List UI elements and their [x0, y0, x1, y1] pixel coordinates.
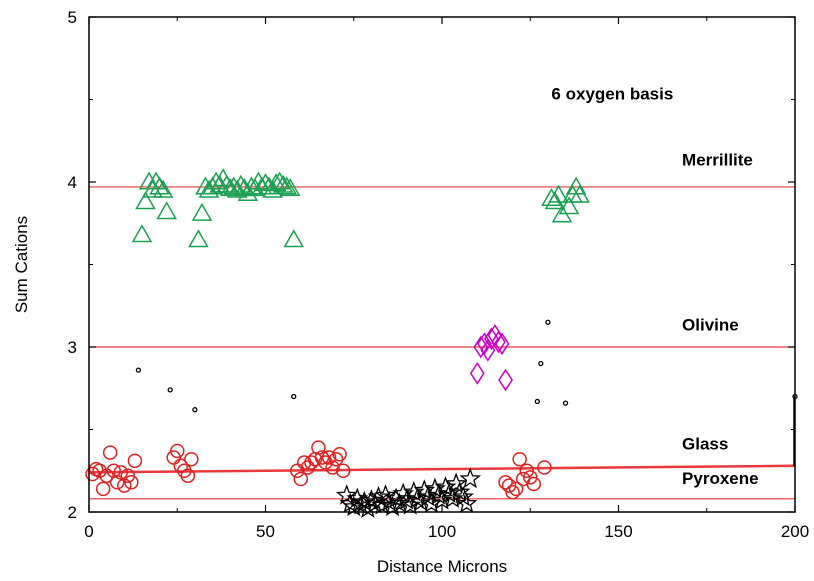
triangle-marker [276, 176, 297, 195]
circle-marker [109, 475, 125, 490]
small-circle-marker [534, 398, 540, 405]
circle-marker [102, 445, 118, 460]
y-axis-title: Sum Cations [12, 216, 31, 313]
circle-marker [325, 460, 340, 475]
triangle-marker [216, 174, 237, 193]
circle-marker [311, 440, 326, 455]
annotation-pyroxene: Pyroxene [682, 469, 759, 488]
circle-marker [95, 481, 111, 497]
circle-marker [335, 463, 351, 478]
triangle-marker [258, 176, 280, 195]
diamond-marker [494, 332, 510, 356]
circle-marker [508, 481, 524, 497]
triangle-marker [269, 171, 290, 190]
triangle-marker [558, 196, 580, 215]
diamond-marker [469, 362, 485, 385]
circle-marker [180, 468, 196, 483]
star-marker [427, 484, 450, 505]
data-marks [85, 168, 798, 518]
star-marker [381, 495, 404, 517]
circle-marker [127, 453, 143, 469]
circle-marker [124, 475, 139, 490]
x-tick-label: 0 [84, 522, 93, 541]
axis-ticks: 0 50 100 150 200 2 3 4 5 [68, 8, 810, 541]
triangle-marker [265, 173, 287, 192]
star-marker [448, 480, 471, 502]
star-marker [410, 490, 432, 512]
triangle-marker [569, 184, 590, 203]
star-marker [420, 492, 443, 513]
y-tick-label: 3 [68, 338, 77, 357]
annotation-merrillite: Merrillite [682, 151, 753, 170]
circle-marker [332, 447, 347, 462]
x-tick-label: 150 [604, 522, 632, 541]
triangle-marker [131, 224, 153, 243]
triangle-marker [279, 178, 301, 197]
star-marker [385, 487, 407, 508]
diamond-marker [491, 330, 506, 354]
small-circle-marker [167, 387, 173, 393]
triangle-marker [223, 176, 245, 195]
small-circle-marker [562, 400, 569, 406]
star-marker [395, 489, 418, 510]
star-marker [367, 485, 390, 507]
triangle-marker [205, 171, 227, 190]
triangle-marker [149, 176, 170, 195]
annotation-6-oxygen-basis: 6 oxygen basis [551, 85, 673, 104]
circle-marker [537, 460, 552, 475]
reference-line-glass [88, 464, 796, 474]
x-tick-label: 100 [428, 522, 456, 541]
star-marker [459, 467, 482, 489]
triangle-marker [188, 229, 209, 248]
triangle-marker [541, 187, 562, 206]
circle-marker [290, 463, 305, 478]
triangle-marker [230, 174, 252, 193]
annotation-glass: Glass [682, 434, 728, 453]
x-axis-title: Distance Microns [377, 557, 507, 576]
x-tick-label: 200 [781, 522, 809, 541]
reference-lines [88, 186, 796, 500]
star-marker [378, 490, 400, 512]
small-circle-marker [291, 393, 297, 400]
circle-marker [498, 475, 513, 490]
triangle-marker [548, 184, 569, 203]
circle-marker [293, 471, 309, 487]
annotations: 6 oxygen basis Merrillite Olivine Glass Pyro… [551, 85, 758, 488]
circle-marker [321, 450, 337, 465]
star-marker [445, 472, 467, 494]
y-tick-label: 2 [68, 503, 77, 522]
y-tick-label: 5 [68, 8, 77, 27]
small-circle-marker [545, 319, 551, 325]
small-circle-marker [538, 360, 544, 367]
triangle-marker [135, 191, 156, 210]
small-circle-marker [192, 407, 198, 413]
circle-marker [113, 465, 129, 480]
circle-marker [184, 451, 199, 467]
triangle-marker [283, 229, 305, 248]
triangle-marker [156, 201, 177, 220]
x-tick-label: 50 [256, 522, 275, 541]
star-marker [455, 492, 478, 513]
circle-marker [526, 476, 542, 492]
y-tick-label: 4 [68, 173, 77, 192]
star-marker [335, 484, 358, 505]
circle-marker [117, 478, 132, 493]
triangle-marker [255, 173, 276, 192]
circle-marker [170, 443, 185, 459]
circle-marker [512, 451, 527, 467]
small-circle-marker [135, 367, 142, 373]
triangle-marker [152, 179, 174, 198]
annotation-olivine: Olivine [682, 316, 739, 335]
triangle-marker [191, 202, 213, 221]
diamond-marker [498, 368, 513, 392]
star-marker [438, 482, 460, 503]
triangle-marker [241, 176, 262, 195]
circle-marker [505, 484, 520, 500]
